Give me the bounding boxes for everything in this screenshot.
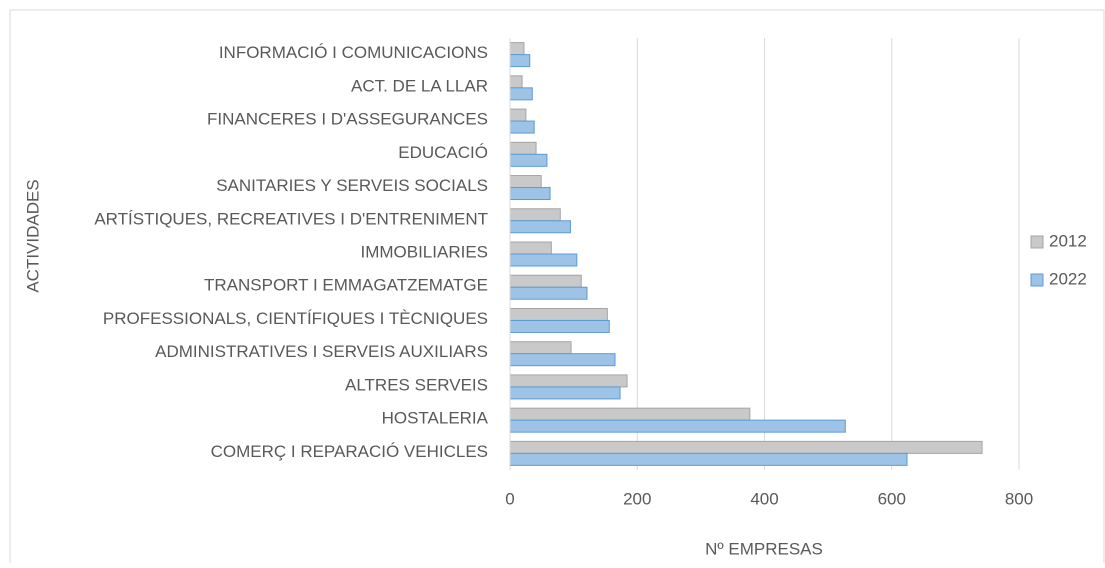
- bar: [509, 274, 582, 288]
- y-tick-label: ALTRES SERVEIS: [345, 375, 488, 394]
- bar: [509, 386, 621, 400]
- bar: [509, 419, 846, 433]
- bar: [509, 286, 588, 300]
- bar: [509, 153, 548, 167]
- bar: [509, 75, 523, 89]
- x-axis-label: Nº EMPRESAS: [705, 539, 823, 558]
- bar: [509, 108, 527, 122]
- y-tick-label: IMMOBILIARIES: [360, 242, 488, 261]
- x-tick-label: 800: [1005, 489, 1033, 508]
- bar: [509, 407, 751, 421]
- y-tick-label: HOSTALERIA: [382, 409, 489, 428]
- y-tick-label: PROFESSIONALS, CIENTÍFIQUES I TÈCNIQUES: [103, 309, 488, 328]
- chart-frame: [9, 9, 1105, 568]
- y-tick-label: EDUCACIÓ: [398, 143, 488, 162]
- x-tick-label: 600: [878, 489, 906, 508]
- legend-label: 2012: [1049, 231, 1087, 250]
- bar: [509, 42, 525, 56]
- y-tick-label: INFORMACIÓ I COMUNICACIONS: [219, 43, 488, 62]
- y-tick-label: TRANSPORT I EMMAGATZEMATGE: [204, 276, 488, 295]
- bar: [509, 141, 537, 155]
- bar: [509, 241, 552, 255]
- bar: [509, 220, 571, 234]
- y-axis-label: ACTIVIDADES: [23, 179, 42, 292]
- bar: [509, 307, 608, 321]
- bar: [509, 440, 983, 454]
- bar: [509, 353, 616, 367]
- legend-label: 2022: [1049, 269, 1087, 288]
- bar: [509, 175, 542, 189]
- y-tick-label: ACT. DE LA LLAR: [351, 76, 488, 95]
- bar: [509, 374, 628, 388]
- y-tick-label: ADMINISTRATIVES I SERVEIS AUXILIARS: [155, 342, 488, 361]
- x-tick-label: 0: [505, 489, 514, 508]
- x-tick-label: 200: [623, 489, 651, 508]
- bar: [509, 54, 531, 68]
- legend-swatch: [1030, 235, 1044, 249]
- y-tick-label: COMERÇ I REPARACIÓ VEHICLES: [211, 442, 488, 461]
- bar: [509, 187, 551, 201]
- bar: [509, 87, 533, 101]
- bar: [509, 341, 572, 355]
- legend-swatch: [1030, 273, 1044, 287]
- y-tick-label: SANITARIES Y SERVEIS SOCIALS: [216, 176, 488, 195]
- y-tick-label: ARTÍSTIQUES, RECREATIVES I D'ENTRENIMENT: [94, 209, 488, 228]
- bar: [509, 120, 535, 134]
- bar: [509, 452, 908, 466]
- x-tick-label: 400: [750, 489, 778, 508]
- bar: [509, 253, 578, 267]
- bar: [509, 208, 561, 222]
- y-tick-label: FINANCERES I D'ASSEGURANCES: [207, 110, 488, 129]
- bar: [509, 319, 610, 333]
